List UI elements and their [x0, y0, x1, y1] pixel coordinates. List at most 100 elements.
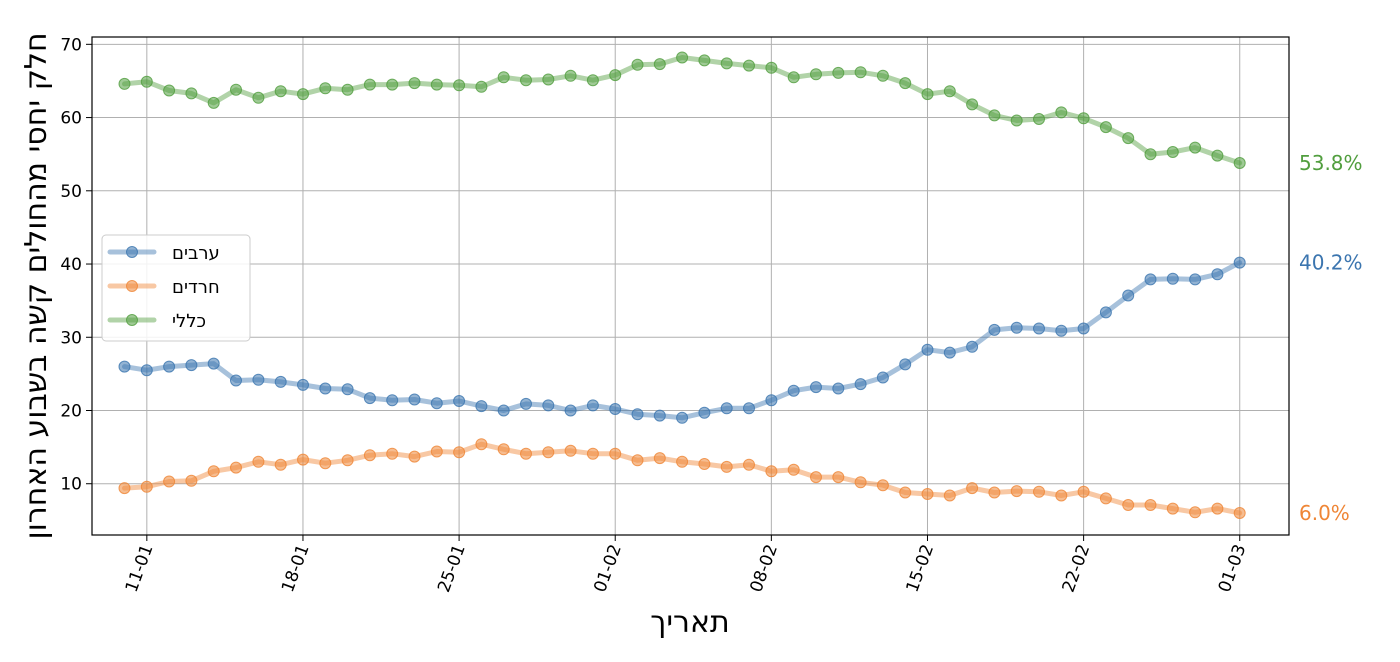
data-point [609, 69, 622, 82]
data-point [475, 400, 488, 413]
data-point [363, 449, 376, 462]
data-point [966, 98, 979, 111]
data-point [765, 394, 778, 407]
data-point [564, 69, 577, 82]
legend-item: ערבים [107, 243, 220, 264]
data-point [1189, 141, 1202, 154]
y-tick-label: 30 [60, 328, 82, 348]
data-point [943, 346, 956, 359]
data-point [185, 474, 198, 487]
end-labels: 40.2% 6.0% 53.8% [1299, 151, 1363, 525]
x-tick-label: 15-02 [902, 542, 938, 595]
data-point [542, 399, 555, 412]
data-point [1055, 489, 1068, 502]
data-point [698, 458, 711, 470]
data-point [520, 74, 532, 87]
data-point [1122, 499, 1135, 511]
data-point [1166, 146, 1179, 158]
data-point [475, 438, 488, 451]
x-tick-label: 18-01 [278, 542, 314, 595]
data-point [899, 358, 912, 371]
series-line [122, 441, 1243, 516]
y-tick-label: 10 [60, 475, 82, 495]
data-point [1233, 157, 1246, 169]
data-point [609, 403, 622, 415]
data-point [118, 360, 131, 373]
data-point [921, 343, 934, 356]
data-point [1099, 306, 1112, 319]
data-point [319, 457, 332, 470]
data-point [832, 471, 845, 484]
data-point [653, 452, 666, 465]
data-point [720, 402, 733, 415]
data-point [1055, 324, 1068, 337]
data-point [631, 58, 644, 71]
data-point [743, 458, 755, 471]
series-line [122, 260, 1243, 421]
data-point [118, 77, 131, 90]
data-point [1099, 121, 1112, 134]
data-point [140, 75, 153, 88]
data-point [832, 382, 845, 395]
legend-item: כללי [107, 311, 206, 332]
data-point [252, 373, 265, 386]
data-point [230, 83, 242, 96]
series-line [122, 55, 1243, 166]
data-point [676, 411, 689, 424]
x-tick-label: 01-03 [1215, 542, 1251, 595]
legend-item: חרדים [107, 277, 220, 298]
data-point [230, 461, 242, 474]
data-point [1211, 502, 1224, 515]
data-point [1010, 485, 1023, 498]
data-point [720, 57, 733, 70]
data-point [185, 359, 198, 372]
data-point [653, 58, 666, 71]
data-point [586, 399, 599, 412]
data-point [386, 447, 399, 460]
data-point [586, 447, 599, 460]
data-point [207, 96, 220, 109]
end-label: 40.2% [1299, 251, 1363, 275]
data-point [319, 382, 332, 395]
data-point [408, 393, 421, 406]
data-point [1010, 114, 1023, 127]
y-tick-label: 60 [60, 109, 82, 129]
data-point [810, 471, 822, 484]
data-point [497, 404, 510, 417]
series-1 [118, 256, 1246, 424]
data-point [163, 475, 176, 488]
data-point [720, 460, 733, 473]
data-point [163, 84, 176, 97]
y-tick-label: 70 [60, 35, 82, 55]
data-point [698, 406, 711, 419]
x-tick-label: 01-02 [590, 542, 626, 595]
x-tick-label: 11-01 [122, 542, 158, 595]
data-point [542, 73, 555, 86]
data-point [1233, 256, 1246, 269]
data-point [520, 447, 532, 460]
data-point [207, 465, 220, 478]
data-point [1099, 492, 1112, 505]
data-point [453, 395, 466, 407]
data-point [475, 80, 488, 93]
data-point [274, 375, 287, 388]
data-point [1144, 499, 1157, 511]
data-point [118, 482, 131, 495]
data-point [876, 69, 889, 82]
x-tick-label: 22-02 [1059, 542, 1095, 595]
end-label: 53.8% [1299, 151, 1363, 175]
data-point [1122, 289, 1135, 302]
data-point [1033, 113, 1045, 125]
x-tick-label: 25-01 [434, 542, 470, 595]
legend-swatch-marker [126, 246, 138, 258]
legend-label: ערבים [172, 243, 220, 264]
data-point [1077, 485, 1090, 498]
y-tick-label: 20 [60, 402, 82, 422]
data-point [1122, 132, 1135, 145]
plot-frame [91, 36, 1290, 536]
data-point [185, 87, 198, 100]
data-point [319, 82, 332, 95]
data-point [1166, 502, 1179, 515]
data-point [252, 91, 265, 104]
